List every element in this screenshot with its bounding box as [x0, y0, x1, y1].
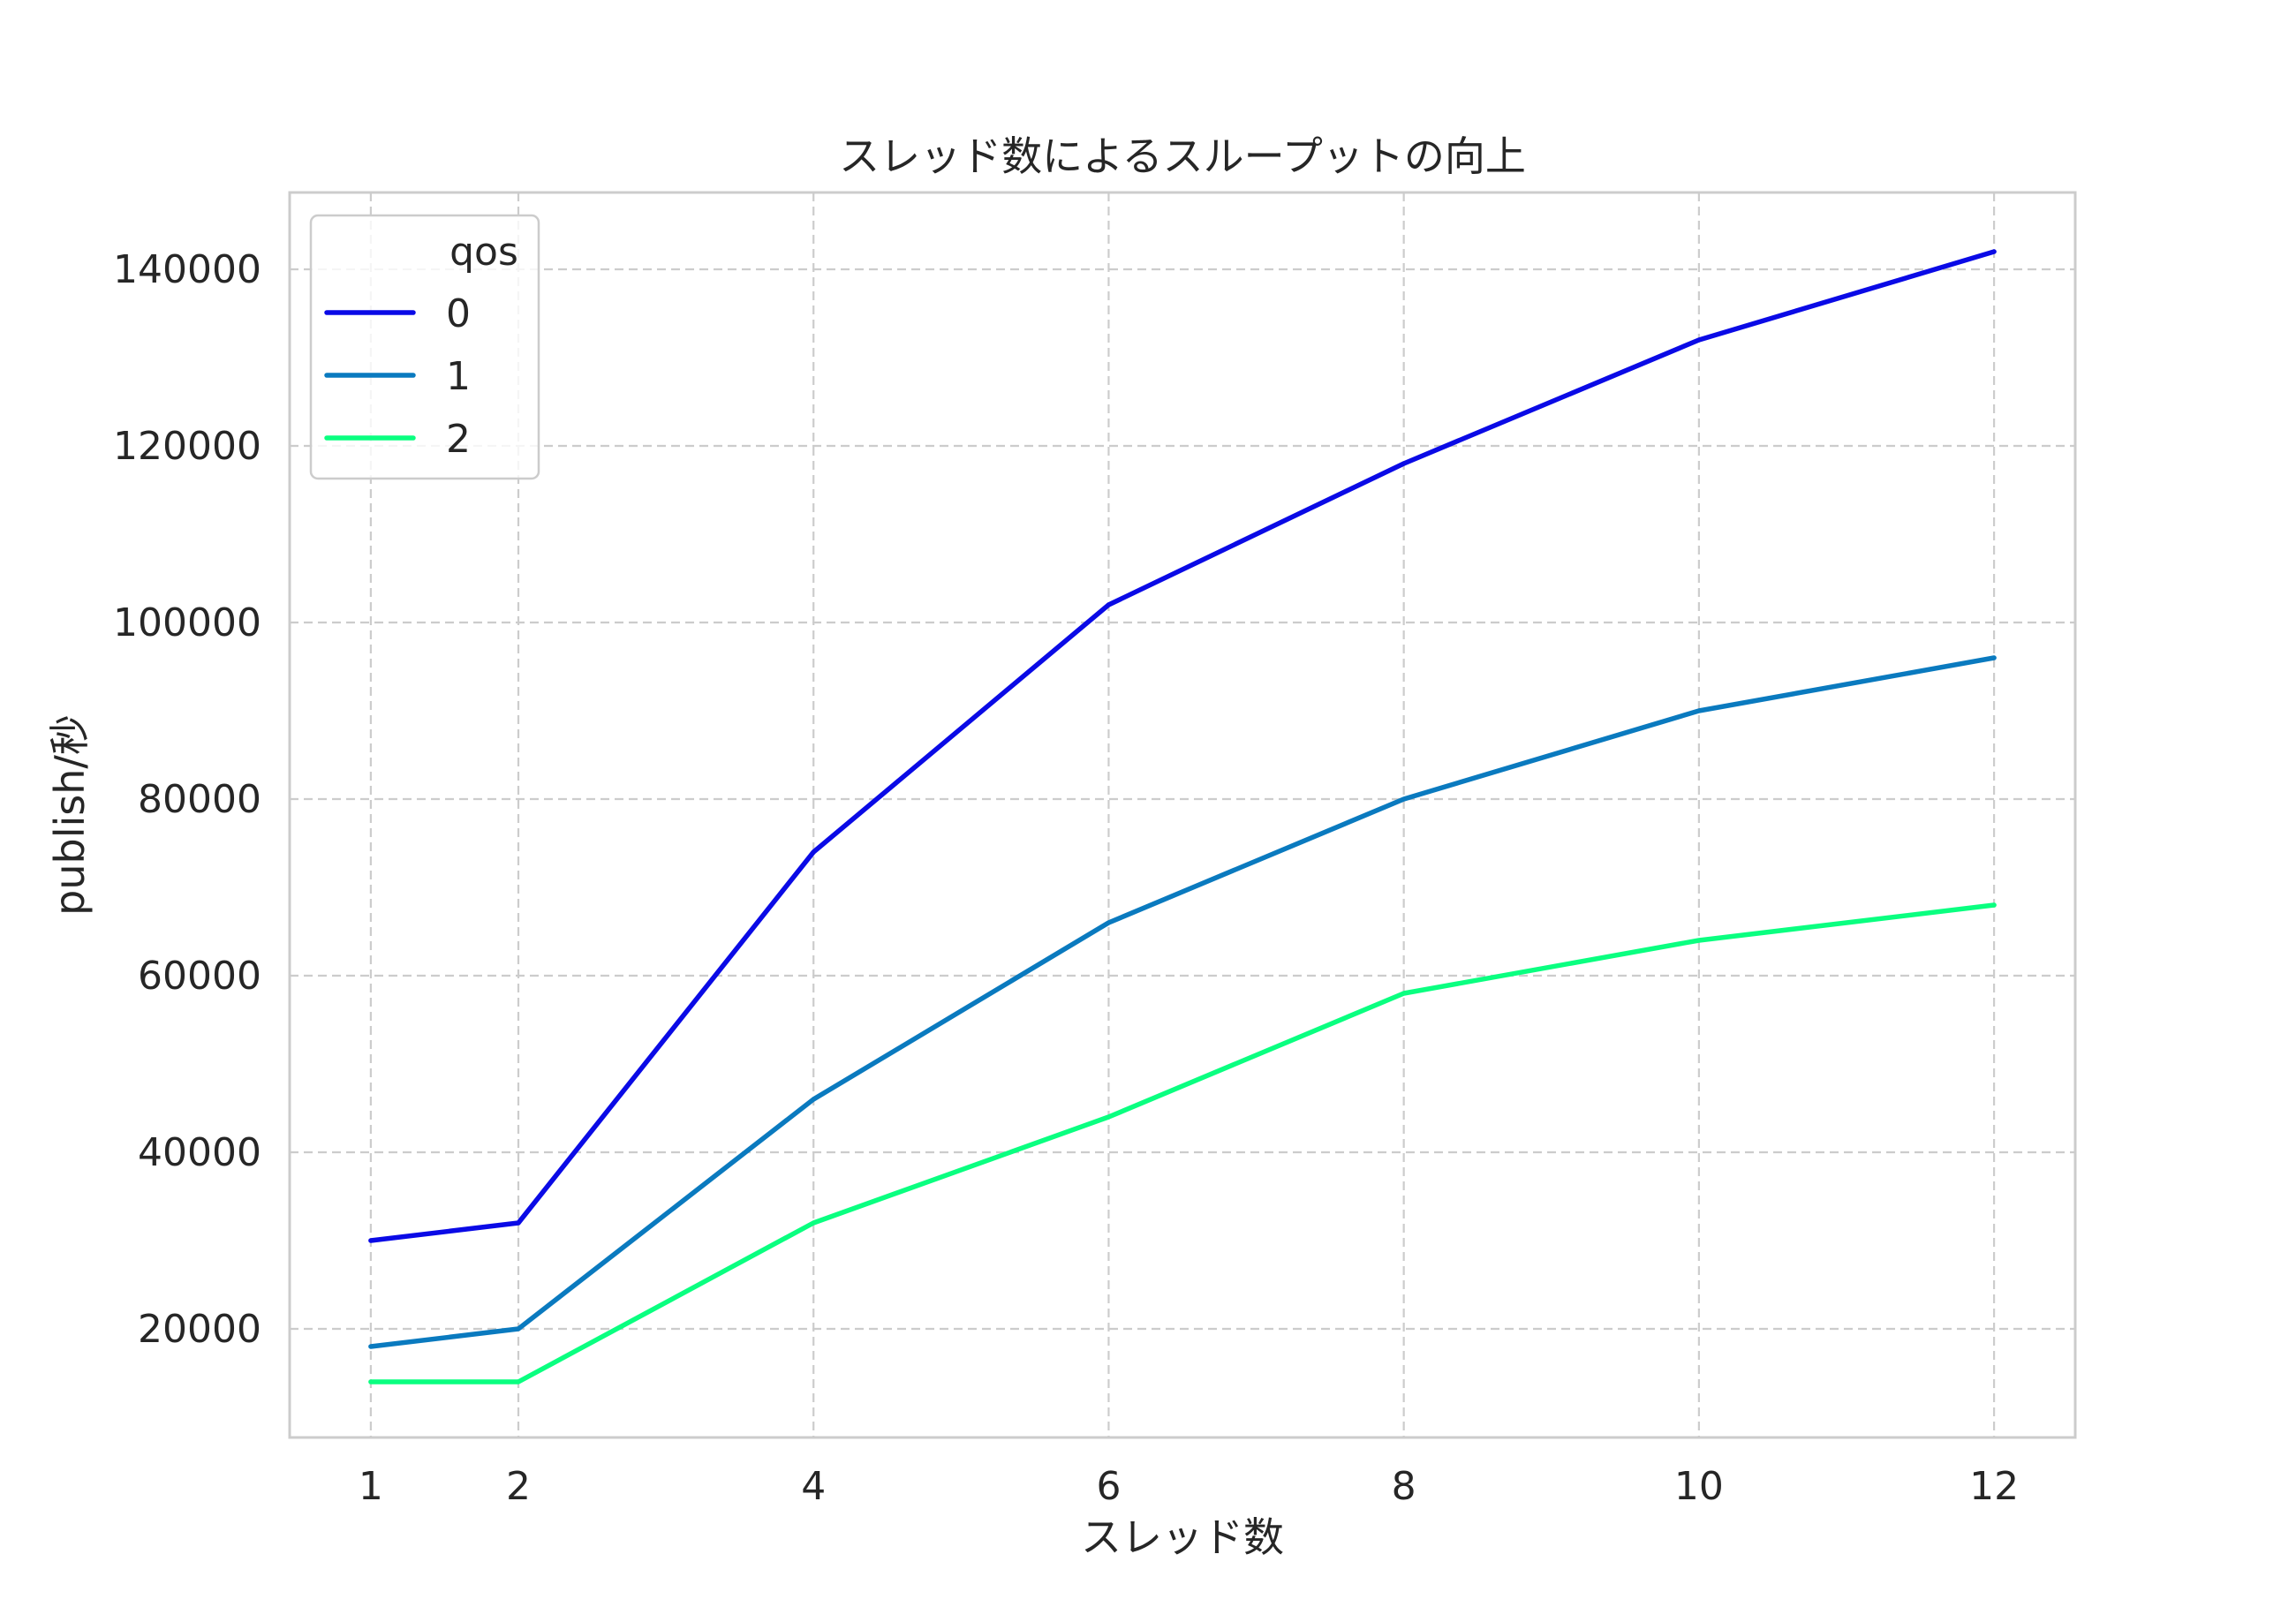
y-tick-label: 80000: [138, 777, 261, 822]
grid: [290, 192, 2075, 1437]
chart-title: スレッド数によるスループットの向上: [839, 132, 1526, 180]
legend-label: 0: [446, 291, 471, 336]
series-line-qos-2: [368, 902, 1997, 1384]
series-line-qos-1: [368, 655, 1997, 1349]
y-tick-label: 20000: [138, 1307, 261, 1352]
legend-items: 0 1 2: [324, 291, 471, 462]
legend-box: [309, 214, 540, 480]
x-axis-ticks: 1 2 4 6 8 10 12: [359, 1464, 2019, 1509]
legend-label: 1: [446, 354, 471, 399]
x-tick-label: 1: [359, 1464, 383, 1509]
x-tick-label: 4: [801, 1464, 826, 1509]
y-tick-label: 60000: [138, 954, 261, 999]
plot-frame: [288, 191, 2077, 1439]
y-axis-ticks: 20000 40000 60000 80000 100000 120000 140000: [113, 247, 261, 1352]
legend: qos 0 1 2: [309, 214, 540, 480]
x-tick-label: 12: [1969, 1464, 2019, 1509]
y-tick-label: 120000: [113, 424, 261, 469]
x-tick-label: 8: [1392, 1464, 1416, 1509]
y-tick-label: 100000: [113, 600, 261, 645]
x-tick-label: 10: [1674, 1464, 1724, 1509]
x-axis-title: スレッド数: [1081, 1513, 1284, 1561]
y-tick-label: 40000: [138, 1130, 261, 1175]
y-axis-title: publish/秒: [46, 714, 94, 916]
x-tick-label: 2: [506, 1464, 531, 1509]
legend-label: 2: [446, 417, 471, 462]
y-tick-label: 140000: [113, 247, 261, 292]
series-line-qos-0: [368, 249, 1997, 1243]
series-layer: [368, 249, 1997, 1384]
legend-title: qos: [449, 230, 518, 275]
x-tick-label: 6: [1096, 1464, 1121, 1509]
